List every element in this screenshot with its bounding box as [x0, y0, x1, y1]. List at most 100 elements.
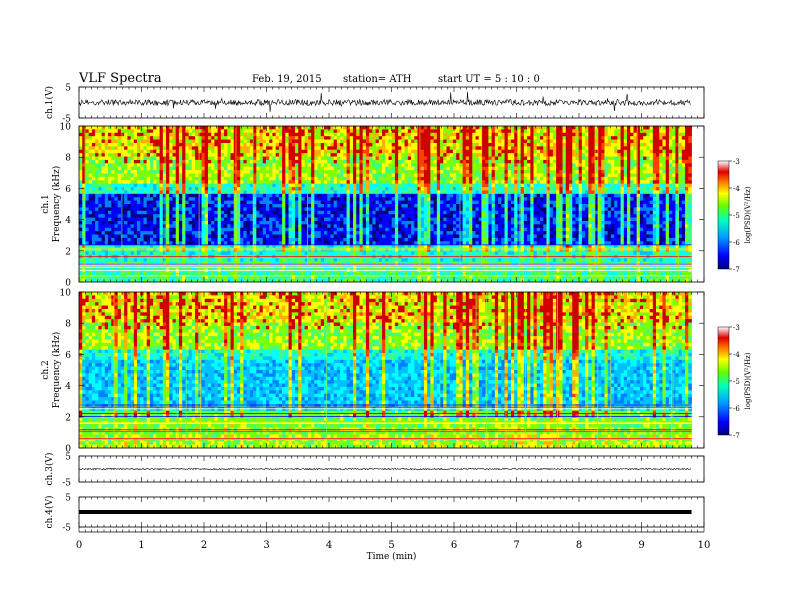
- spectrogram-cell: [259, 187, 264, 191]
- spectrogram-cell: [304, 129, 309, 134]
- spectrogram-cell: [349, 204, 354, 208]
- spectrogram-cell: [85, 132, 90, 137]
- spectrogram-cell: [111, 126, 115, 130]
- spectrogram-cell: [678, 166, 683, 171]
- spectrogram-cell: [153, 163, 157, 168]
- spectrogram-cell: [443, 210, 447, 215]
- spectrogram-cell: [195, 163, 199, 168]
- spectrogram-cell: [420, 132, 425, 137]
- spectrogram-cell: [552, 173, 557, 178]
- spectrogram-cell: [585, 170, 589, 174]
- spectrogram-cell: [88, 129, 93, 134]
- spectrogram-cell: [343, 146, 347, 151]
- spectrogram-cell: [198, 156, 202, 161]
- spectrogram-cell: [291, 142, 296, 147]
- spectrogram-cell: [446, 142, 451, 147]
- spectrogram-cell: [488, 200, 493, 205]
- spectrogram-cell: [678, 146, 683, 151]
- spectrogram-cell: [604, 193, 609, 198]
- spectrogram-cell: [417, 187, 422, 191]
- spectrogram-cell: [333, 129, 338, 134]
- spectrogram-cell: [298, 146, 302, 151]
- spectrogram-cell: [675, 200, 679, 205]
- spectrogram-cell: [394, 176, 399, 181]
- spectrogram-cell: [98, 153, 102, 157]
- spectrogram-cell: [659, 170, 663, 174]
- spectrogram-cell: [539, 142, 544, 147]
- spectrogram-cell: [636, 136, 641, 140]
- spectrogram-cell: [501, 139, 505, 144]
- spectrogram-cell: [362, 197, 367, 202]
- spectrogram-cell: [259, 142, 264, 147]
- spectrogram-cell: [265, 149, 270, 154]
- spectrogram-cell: [230, 149, 235, 154]
- spectrogram-cell: [607, 173, 612, 178]
- spectrogram-cell: [491, 129, 496, 134]
- spectrogram-cell: [569, 126, 573, 130]
- spectrogram-cell: [517, 170, 522, 174]
- spectrogram-cell: [478, 170, 483, 174]
- spectrogram-cell: [407, 136, 412, 140]
- spectrogram-cell: [598, 210, 602, 215]
- spectrogram-cell: [133, 156, 138, 161]
- spectrogram-cell: [375, 136, 380, 140]
- spectrogram-cell: [91, 156, 96, 161]
- spectrogram-cell: [166, 210, 170, 215]
- spectrogram-cell: [607, 197, 612, 202]
- spectrogram-cell: [98, 193, 102, 198]
- spectrogram-cell: [588, 197, 592, 202]
- spectrogram-cell: [104, 149, 109, 154]
- spectrogram-cell: [198, 139, 202, 144]
- spectrogram-cell: [236, 170, 241, 174]
- spectrogram-cell: [178, 214, 183, 218]
- spectrogram-cell: [137, 146, 141, 151]
- spectrogram-cell: [301, 166, 306, 171]
- spectrogram-cell: [643, 173, 647, 178]
- spectrogram-cell: [133, 142, 138, 147]
- spectrogram-cell: [333, 180, 338, 185]
- spectrogram-cell: [204, 156, 209, 161]
- spectrogram-cell: [569, 159, 573, 164]
- spectrogram-cell: [307, 166, 312, 171]
- spectrogram-cell: [153, 214, 157, 218]
- spectrogram-cell: [101, 142, 106, 147]
- spectrogram-cell: [336, 159, 341, 164]
- spectrogram-cell: [191, 163, 196, 168]
- spectrogram-cell: [207, 126, 212, 130]
- spectrogram-cell: [575, 149, 580, 154]
- spectrogram-cell: [311, 166, 315, 171]
- spectrogram-cell: [130, 142, 135, 147]
- spectrogram-cell: [668, 166, 673, 171]
- spectrogram-cell: [262, 190, 267, 195]
- spectrogram-cell: [533, 139, 538, 144]
- spectrogram-cell: [494, 126, 499, 130]
- spectrogram-cell: [459, 176, 464, 181]
- spectrogram-cell: [481, 176, 486, 181]
- spectrogram-cell: [581, 190, 586, 195]
- spectrogram-cell: [382, 210, 386, 215]
- spectrogram-cell: [372, 132, 376, 137]
- spectrogram-cell: [114, 156, 119, 161]
- spectrogram-cell: [101, 163, 106, 168]
- spectrogram-cell: [459, 170, 464, 174]
- spectrogram-cell: [494, 149, 499, 154]
- spectrogram-cell: [533, 163, 538, 168]
- spectrogram-cell: [668, 156, 673, 161]
- spectrogram-cell: [627, 159, 631, 164]
- spectrogram-cell: [288, 149, 293, 154]
- spectrogram-cell: [217, 200, 222, 205]
- spectrogram-cell: [536, 200, 541, 205]
- spectrogram-cell: [427, 166, 431, 171]
- spectrogram-cell: [137, 142, 141, 147]
- spectrogram-cell: [388, 166, 393, 171]
- spectrogram-cell: [382, 190, 386, 195]
- spectrogram-cell: [627, 156, 631, 161]
- spectrogram-cell: [504, 193, 509, 198]
- spectrogram-cell: [153, 176, 157, 181]
- spectrogram-cell: [91, 132, 96, 137]
- spectrogram-cell: [143, 132, 148, 137]
- spectrogram-cell: [127, 166, 131, 171]
- spectrogram-cell: [104, 193, 109, 198]
- spectrogram-cell: [643, 207, 647, 212]
- spectrogram-cell: [211, 190, 215, 195]
